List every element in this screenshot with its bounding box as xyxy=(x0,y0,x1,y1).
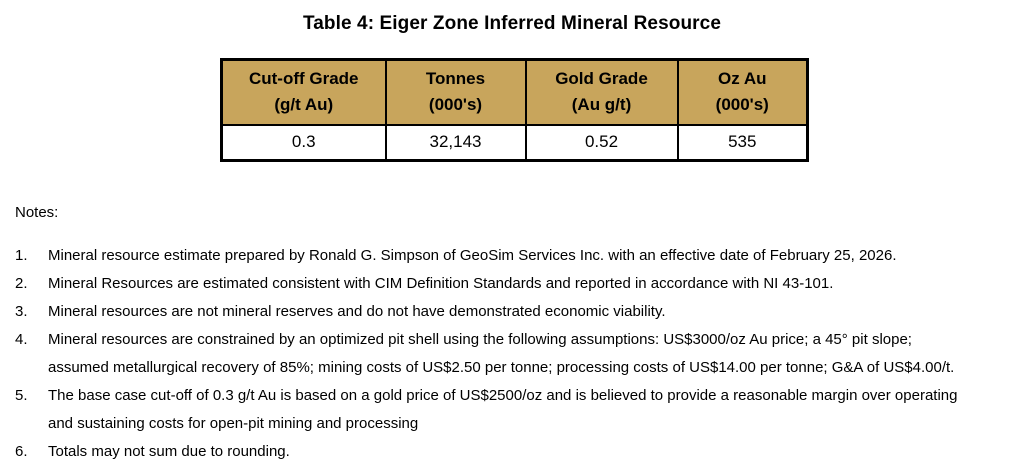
note-item-4: 4. Mineral resources are constrained by … xyxy=(15,326,1017,382)
cell-tonnes-value: 32,143 xyxy=(384,123,527,162)
header-cell-gold-grade: Gold Grade (Au g/t) xyxy=(524,58,679,126)
note-text-6: Totals may not sum due to rounding. xyxy=(48,438,1017,460)
header-label-gold-grade: Gold Grade xyxy=(555,69,648,89)
note-line: Mineral resources are not mineral reserv… xyxy=(48,303,666,320)
note-line: Mineral Resources are estimated consiste… xyxy=(48,275,834,292)
note-number-5: 5. xyxy=(15,387,28,404)
notes-label: Notes: xyxy=(15,204,59,221)
note-number-2: 2. xyxy=(15,275,28,292)
note-text-1: Mineral resource estimate prepared by Ro… xyxy=(48,242,1017,270)
note-text-4: Mineral resources are constrained by an … xyxy=(48,326,1017,382)
header-label-cutoff-grade: Cut-off Grade xyxy=(248,69,359,89)
header-cell-tonnes: Tonnes (000's) xyxy=(384,58,527,126)
mineral-resource-table: Cut-off Grade (g/t Au) Tonnes (000's) Go… xyxy=(220,58,809,162)
note-text-3: Mineral resources are not mineral reserv… xyxy=(48,298,1017,326)
header-cell-cutoff-grade: Cut-off Grade (g/t Au) xyxy=(220,58,387,126)
note-number-4: 4. xyxy=(15,331,28,348)
header-cell-oz-au: Oz Au (000's) xyxy=(676,58,809,126)
page-title: Table 4: Eiger Zone Inferred Mineral Res… xyxy=(302,13,722,34)
note-item-1: 1. Mineral resource estimate prepared by… xyxy=(15,242,1017,270)
header-label-oz-au: Oz Au xyxy=(718,69,767,89)
cell-oz-au-value: 535 xyxy=(676,123,809,162)
header-unit-oz-au: (000's) xyxy=(715,95,769,115)
header-unit-cutoff-grade: (g/t Au) xyxy=(274,95,334,115)
note-line: Totals may not sum due to rounding. xyxy=(48,443,290,460)
note-number-6: 6. xyxy=(15,443,28,460)
note-text-5: The base case cut-off of 0.3 g/t Au is b… xyxy=(48,382,1017,438)
table-data-row: 0.3 32,143 0.52 535 xyxy=(220,123,809,162)
note-line: Mineral resource estimate prepared by Ro… xyxy=(48,247,897,264)
header-label-tonnes: Tonnes xyxy=(425,69,486,89)
note-item-6: 6. Totals may not sum due to rounding. xyxy=(15,438,1017,460)
table-header-row: Cut-off Grade (g/t Au) Tonnes (000's) Go… xyxy=(220,58,809,126)
note-text-2: Mineral Resources are estimated consiste… xyxy=(48,270,1017,298)
note-line: The base case cut-off of 0.3 g/t Au is b… xyxy=(48,387,958,404)
notes-list: 1. Mineral resource estimate prepared by… xyxy=(15,242,1017,460)
note-line: Mineral resources are constrained by an … xyxy=(48,331,912,348)
note-line: and sustaining costs for open-pit mining… xyxy=(48,415,419,432)
note-number-3: 3. xyxy=(15,303,28,320)
note-line: assumed metallurgical recovery of 85%; m… xyxy=(48,359,955,376)
note-item-3: 3. Mineral resources are not mineral res… xyxy=(15,298,1017,326)
note-number-1: 1. xyxy=(15,247,28,264)
cell-gold-grade-value: 0.52 xyxy=(524,123,679,162)
header-unit-tonnes: (000's) xyxy=(428,95,483,115)
header-unit-gold-grade: (Au g/t) xyxy=(571,95,632,115)
cell-cutoff-grade-value: 0.3 xyxy=(220,123,387,162)
note-item-2: 2. Mineral Resources are estimated consi… xyxy=(15,270,1017,298)
note-item-5: 5. The base case cut-off of 0.3 g/t Au i… xyxy=(15,382,1017,438)
